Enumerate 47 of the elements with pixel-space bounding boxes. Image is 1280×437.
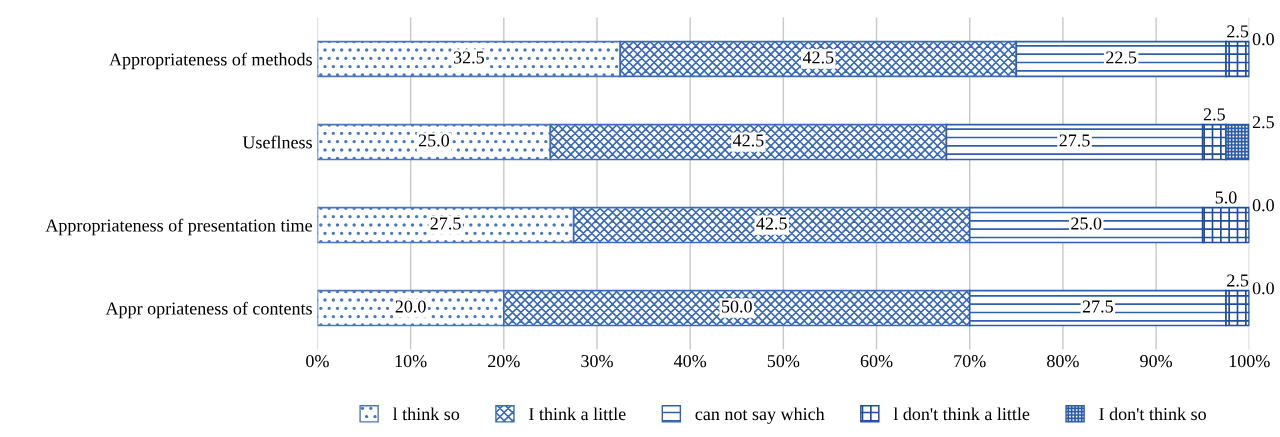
data-label: 25.0 xyxy=(418,134,450,147)
legend-label: can not say which xyxy=(695,407,825,424)
data-label: 0.0 xyxy=(1252,282,1274,295)
x-tick-label: 50% xyxy=(767,354,800,368)
data-label: 2.5 xyxy=(1227,274,1249,287)
legend-label: I think a little xyxy=(529,407,626,421)
bar xyxy=(1225,289,1250,327)
bar xyxy=(317,289,505,327)
x-tick-label: 70% xyxy=(954,354,986,368)
data-label: 27.5 xyxy=(1082,300,1113,313)
x-tick-label: 30% xyxy=(581,354,613,368)
legend-label: l think so xyxy=(392,407,460,421)
data-label: 22.5 xyxy=(1106,51,1137,64)
data-label: 5.0 xyxy=(1215,191,1237,204)
x-tick-label: 60% xyxy=(860,354,893,368)
bar xyxy=(317,123,552,161)
bar xyxy=(317,206,575,244)
data-label: 42.5 xyxy=(756,217,787,230)
bar xyxy=(1225,40,1250,78)
y-tick-label: Appropriateness of presentation time xyxy=(45,218,312,236)
data-label: 0.0 xyxy=(1252,199,1274,212)
x-tick-label: 20% xyxy=(488,354,520,368)
data-label: 42.5 xyxy=(802,51,834,64)
legend-label: l don't think a little xyxy=(893,407,1030,421)
bar xyxy=(317,40,622,78)
x-tick-label: 90% xyxy=(1140,354,1173,368)
data-label: 32.5 xyxy=(453,51,484,64)
data-label: 27.5 xyxy=(430,217,461,230)
data-label: 20.0 xyxy=(395,300,426,313)
data-label: 50.0 xyxy=(722,300,752,313)
x-tick-label: 40% xyxy=(673,354,707,368)
y-tick-label: Appr opriateness of contents xyxy=(105,301,312,319)
x-tick-label: 0% xyxy=(306,354,329,368)
x-tick-label: 80% xyxy=(1047,354,1079,368)
y-tick-label: Useflness xyxy=(242,135,312,149)
data-label: 27.5 xyxy=(1059,134,1090,147)
data-label: 0.0 xyxy=(1252,33,1274,46)
data-label: 2.5 xyxy=(1203,108,1225,121)
bar xyxy=(1201,206,1250,244)
data-label: 25.0 xyxy=(1071,217,1102,230)
data-label: 2.5 xyxy=(1227,25,1249,38)
legend-label: I don't think so xyxy=(1099,407,1206,421)
x-tick-label: 100% xyxy=(1229,354,1270,368)
data-label: 42.5 xyxy=(732,134,764,147)
data-label: 2.5 xyxy=(1252,116,1274,129)
y-tick-label: Appropriateness of methods xyxy=(109,52,312,70)
x-tick-label: 10% xyxy=(395,354,427,368)
